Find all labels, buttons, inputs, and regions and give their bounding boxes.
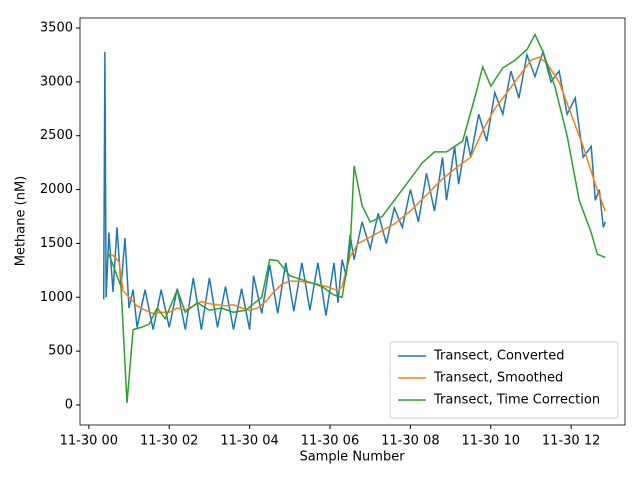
x-tick-label: 11-30 10 — [462, 434, 520, 449]
plot-frame — [79, 17, 626, 426]
x-tick-label: 11-30 04 — [220, 434, 278, 449]
y-tick-label: 2000 — [40, 182, 73, 197]
y-tick-label: 1000 — [40, 290, 73, 305]
legend-box — [389, 341, 619, 419]
x-axis-label: Sample Number — [299, 450, 405, 465]
x-tick-label: 11-30 06 — [301, 434, 359, 449]
x-tick-label: 11-30 12 — [542, 434, 600, 449]
series-line — [102, 49, 607, 330]
legend-label: Transect, Converted — [433, 349, 565, 364]
y-tick-label: 1500 — [40, 236, 73, 251]
legend-label: Transect, Time Correction — [433, 393, 600, 408]
series-line — [108, 56, 607, 315]
y-tick-label: 0 — [65, 397, 73, 412]
legend: Transect, Converted Transect, Smoothed Tra… — [389, 341, 619, 419]
series-line — [108, 32, 606, 403]
x-tick-label: 11-30 08 — [381, 434, 439, 449]
y-axis-label: Methane (nM) — [14, 176, 29, 267]
legend-label: Transect, Smoothed — [433, 371, 563, 386]
y-tick-label: 3000 — [40, 74, 73, 89]
y-tick-label: 2500 — [40, 128, 73, 143]
x-tick-label: 11-30 02 — [140, 434, 198, 449]
x-tick-label: 11-30 00 — [60, 434, 118, 449]
y-tick-label: 3500 — [40, 21, 73, 36]
y-tick-label: 500 — [48, 344, 73, 359]
